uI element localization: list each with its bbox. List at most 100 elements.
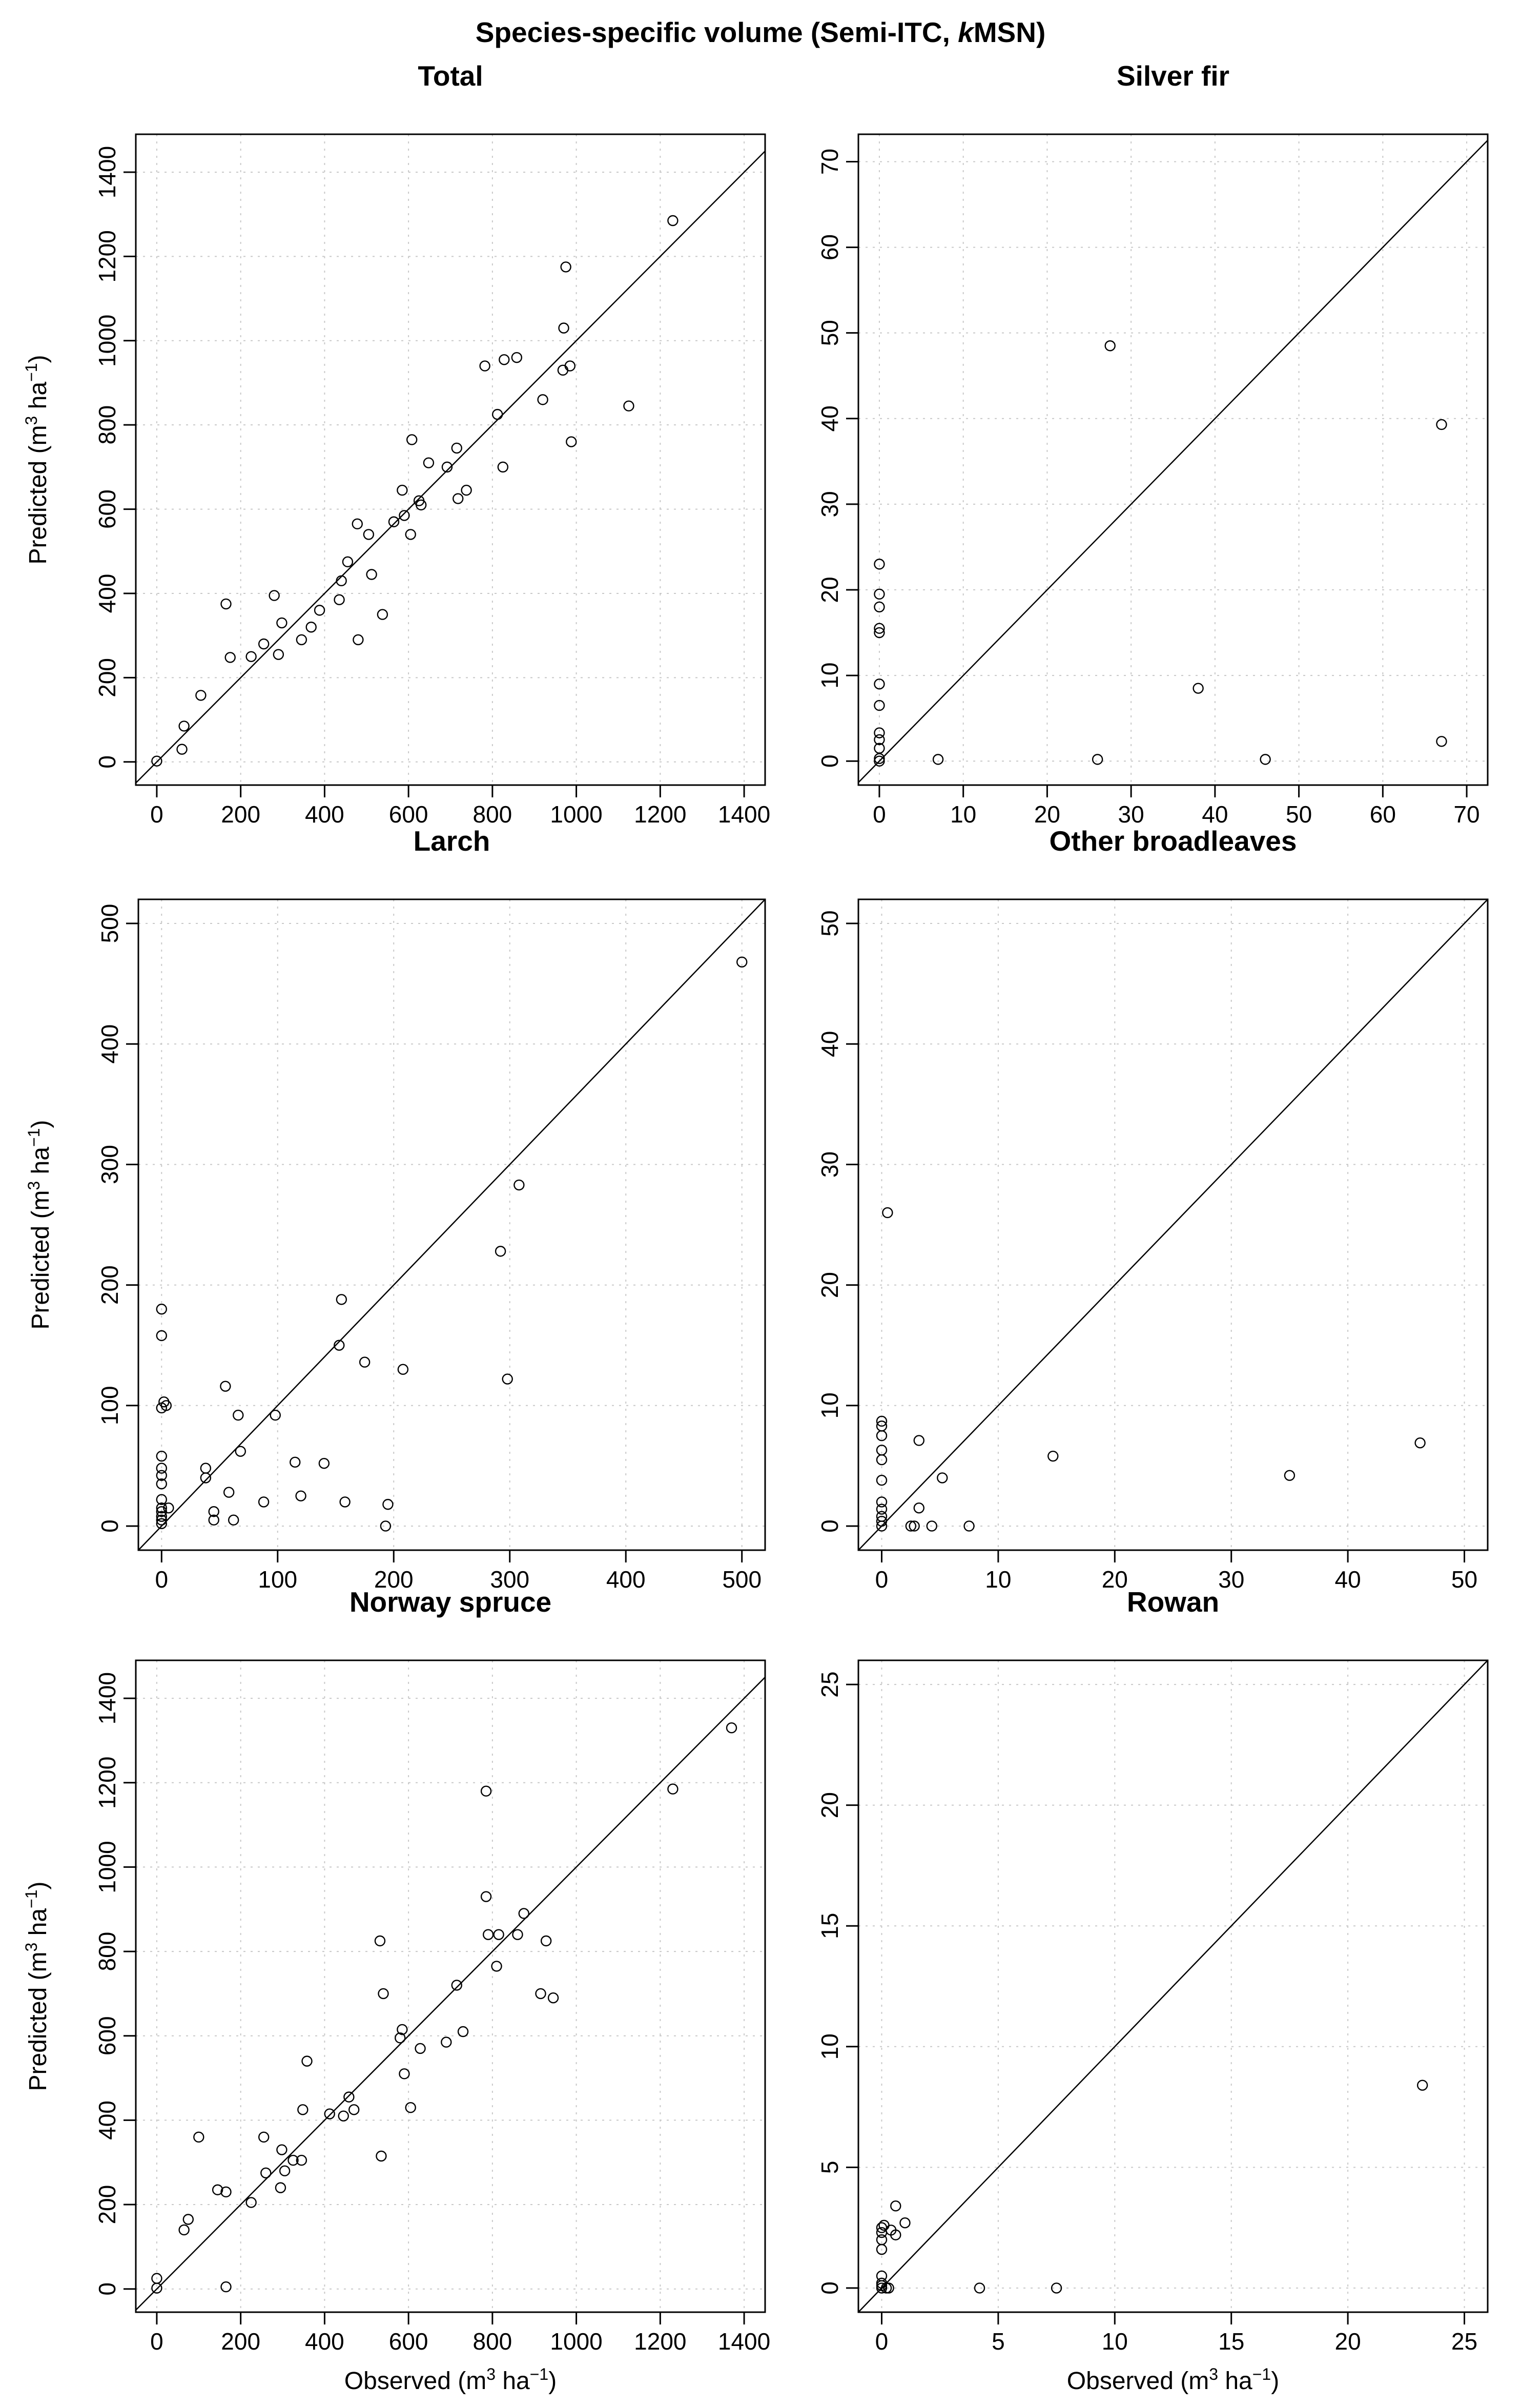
y-tick-label: 1200 xyxy=(94,1757,120,1809)
x-tick-label: 0 xyxy=(873,801,886,828)
y-axis-label: Predicted (m3 ha−1) xyxy=(25,1120,54,1329)
data-point xyxy=(441,461,453,473)
data-point xyxy=(363,529,375,540)
data-point xyxy=(899,2217,911,2229)
y-tick-label: 60 xyxy=(816,234,843,260)
y-tick-label: 10 xyxy=(816,2033,843,2060)
data-point xyxy=(874,559,885,570)
data-point xyxy=(399,510,410,521)
data-point xyxy=(876,1415,888,1427)
data-point xyxy=(318,1457,330,1469)
data-point xyxy=(560,261,571,273)
y-tick-label: 200 xyxy=(96,1265,123,1305)
x-tick-label: 50 xyxy=(1286,801,1312,828)
figure-title: Species-specific volume (Semi-ITC, kMSN) xyxy=(476,16,1046,48)
data-point xyxy=(876,1504,888,1515)
x-tick-label: 60 xyxy=(1370,801,1396,828)
y-tick-label: 40 xyxy=(816,405,843,431)
data-point xyxy=(1436,419,1447,430)
data-point xyxy=(457,2026,469,2037)
data-point xyxy=(558,322,569,334)
data-point xyxy=(495,1246,506,1257)
data-point xyxy=(726,1722,737,1734)
data-point xyxy=(353,634,364,646)
data-point xyxy=(151,2273,162,2284)
data-point xyxy=(482,1929,494,1940)
x-tick-label: 1200 xyxy=(634,2328,686,2355)
data-point xyxy=(913,1435,924,1446)
data-point xyxy=(287,2154,299,2166)
data-point xyxy=(228,1514,239,1526)
data-point xyxy=(359,1356,371,1368)
data-point xyxy=(377,609,388,620)
x-tick-label: 30 xyxy=(1218,1566,1244,1593)
x-tick-label: 1000 xyxy=(550,801,602,828)
y-tick-label: 800 xyxy=(94,405,120,445)
data-point xyxy=(397,484,408,496)
data-point xyxy=(156,1514,167,1526)
data-point xyxy=(535,1988,546,2000)
data-point xyxy=(491,1961,502,1972)
data-point xyxy=(890,2200,901,2212)
y-tick-label: 800 xyxy=(94,1932,120,1971)
data-point xyxy=(382,1498,394,1510)
x-tick-label: 5 xyxy=(992,2328,1005,2355)
x-tick-label: 0 xyxy=(875,1566,889,1593)
data-point xyxy=(932,754,944,765)
x-tick-label: 200 xyxy=(221,2328,260,2355)
data-point xyxy=(178,2224,190,2236)
data-point xyxy=(275,2182,286,2193)
data-point xyxy=(156,1502,167,1514)
x-tick-label: 400 xyxy=(305,2328,344,2355)
y-tick-label: 100 xyxy=(96,1386,123,1425)
y-tick-label: 50 xyxy=(816,320,843,346)
data-point xyxy=(245,651,257,662)
data-point xyxy=(905,1520,917,1532)
data-point xyxy=(305,622,317,633)
x-tick-label: 20 xyxy=(1102,1566,1128,1593)
x-tick-label: 600 xyxy=(389,801,428,828)
y-tick-label: 600 xyxy=(94,489,120,529)
data-point xyxy=(220,1381,231,1392)
data-point xyxy=(163,1502,174,1514)
y-tick-label: 0 xyxy=(816,754,843,768)
plot-frame xyxy=(857,898,1489,1551)
data-point xyxy=(876,1421,888,1432)
data-point xyxy=(178,721,190,732)
data-point xyxy=(334,1340,345,1351)
panel-title: Silver fir xyxy=(1117,60,1229,92)
x-tick-label: 1000 xyxy=(550,2328,602,2355)
data-point xyxy=(479,360,490,372)
data-point xyxy=(451,1980,462,1991)
data-point xyxy=(512,1929,523,1940)
x-tick-label: 10 xyxy=(985,1566,1011,1593)
x-tick-label: 20 xyxy=(1034,801,1060,828)
data-point xyxy=(397,2024,408,2035)
data-point xyxy=(405,2102,416,2113)
data-point xyxy=(451,442,462,454)
data-point xyxy=(876,1496,888,1508)
y-tick-label: 400 xyxy=(96,1024,123,1064)
data-point xyxy=(258,2131,270,2143)
data-point xyxy=(290,1456,301,1468)
y-tick-label: 30 xyxy=(816,1151,843,1178)
data-point xyxy=(623,400,634,411)
y-tick-label: 1400 xyxy=(94,146,120,198)
data-point xyxy=(406,434,418,445)
data-point xyxy=(461,484,472,496)
data-point xyxy=(540,1935,552,1947)
panel-silver-fir: Silver fir 0 10 20 30 40 50 60 70 0 10 20 30 40 50 60 70 xyxy=(816,60,1489,828)
data-point xyxy=(195,690,207,701)
data-point xyxy=(296,634,307,646)
data-point xyxy=(269,590,280,601)
data-point xyxy=(338,2110,349,2122)
data-point xyxy=(1416,2080,1428,2091)
plot-frame xyxy=(857,133,1489,786)
data-point xyxy=(874,588,885,600)
data-point xyxy=(276,2144,287,2155)
data-point xyxy=(557,364,569,376)
panel-title: Norway spruce xyxy=(350,1586,551,1618)
x-tick-label: 10 xyxy=(950,801,976,828)
data-point xyxy=(224,652,236,663)
data-point xyxy=(376,2150,387,2162)
